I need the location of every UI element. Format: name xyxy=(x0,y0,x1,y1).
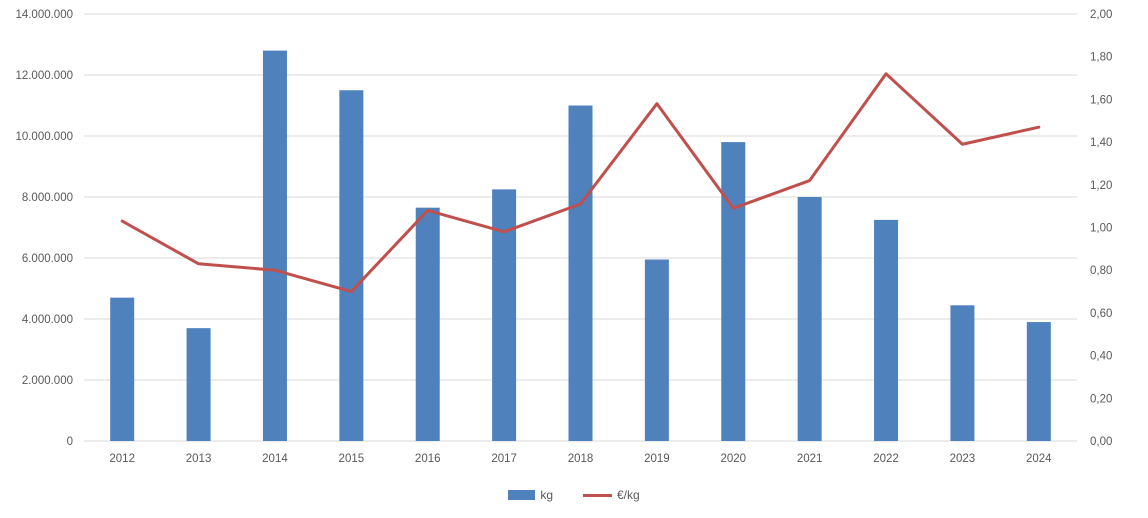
bar-2019 xyxy=(644,259,669,441)
bar-2021 xyxy=(797,197,822,441)
y-axis-right-tick-label: 0,80 xyxy=(1090,265,1112,277)
y-axis-left-tick-label: 2.000.000 xyxy=(22,375,73,387)
y-axis-left-tick-label: 12.000.000 xyxy=(15,70,73,82)
bar-2014 xyxy=(262,50,287,441)
bar-2016 xyxy=(415,207,440,441)
x-axis-tick-label: 2024 xyxy=(1026,453,1052,465)
x-axis-tick-label: 2018 xyxy=(568,453,594,465)
x-axis-tick-label: 2021 xyxy=(797,453,823,465)
bar-2022 xyxy=(874,219,899,441)
y-axis-right-tick-label: 1,40 xyxy=(1090,137,1112,149)
y-axis-right-tick-label: 0,60 xyxy=(1090,308,1112,320)
x-axis-tick-label: 2017 xyxy=(491,453,517,465)
bar-2017 xyxy=(492,189,517,441)
y-axis-right-tick-label: 0,20 xyxy=(1090,393,1112,405)
x-axis-tick-label: 2019 xyxy=(644,453,670,465)
bar-2015 xyxy=(339,90,364,441)
y-axis-left-tick-label: 4.000.000 xyxy=(22,314,73,326)
y-axis-right-tick-label: 0,40 xyxy=(1090,351,1112,363)
y-axis-left-tick-label: 0 xyxy=(67,436,73,448)
x-axis-tick-label: 2020 xyxy=(720,453,746,465)
y-axis-right-tick-label: 1,80 xyxy=(1090,52,1112,64)
y-axis-left-tick-label: 10.000.000 xyxy=(15,131,73,143)
y-axis-left-tick-label: 14.000.000 xyxy=(15,9,73,21)
bar-2018 xyxy=(568,105,593,441)
y-axis-right-tick-label: 1,20 xyxy=(1090,180,1112,192)
y-axis-right-tick-label: 1,60 xyxy=(1090,94,1112,106)
y-axis-right-tick-label: 0,00 xyxy=(1090,436,1112,448)
x-axis-tick-label: 2012 xyxy=(109,453,135,465)
bar-2012 xyxy=(110,297,135,441)
x-axis-tick-label: 2015 xyxy=(339,453,365,465)
x-axis-tick-label: 2014 xyxy=(262,453,288,465)
bar-2013 xyxy=(186,328,211,441)
y-axis-right-tick-label: 2,00 xyxy=(1090,9,1112,21)
x-axis-tick-label: 2022 xyxy=(873,453,899,465)
y-axis-left-tick-label: 8.000.000 xyxy=(22,192,73,204)
x-axis-tick-label: 2013 xyxy=(186,453,212,465)
bar-2023 xyxy=(950,305,975,441)
bar-2020 xyxy=(721,142,746,441)
y-axis-left-tick-label: 6.000.000 xyxy=(22,253,73,265)
x-axis-tick-label: 2016 xyxy=(415,453,441,465)
x-axis-tick-label: 2023 xyxy=(950,453,976,465)
bar-2024 xyxy=(1026,322,1051,441)
y-axis-right-tick-label: 1,00 xyxy=(1090,223,1112,235)
eur-per-kg-line xyxy=(120,72,1041,294)
